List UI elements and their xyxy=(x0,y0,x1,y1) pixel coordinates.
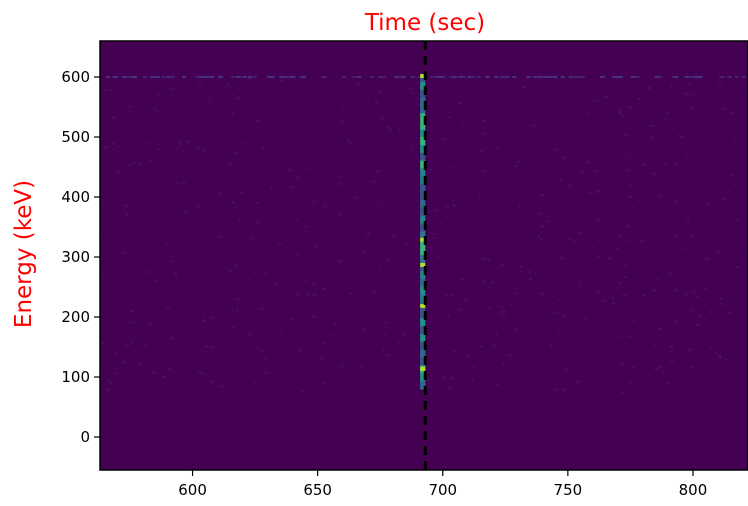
plot-frame xyxy=(99,40,748,471)
y-tick-label: 500 xyxy=(61,128,90,146)
x-tick-label: 750 xyxy=(554,481,583,499)
x-tick-label: 650 xyxy=(303,481,332,499)
background-line-600kev xyxy=(105,76,746,78)
event-streak xyxy=(420,74,426,390)
x-tick-label: 800 xyxy=(679,481,708,499)
x-tick-label: 600 xyxy=(178,481,207,499)
y-tick-label: 100 xyxy=(61,368,90,386)
heatmap-noise xyxy=(100,76,746,396)
chart-title: Time (sec) xyxy=(364,10,485,36)
y-axis-title: Energy (keV) xyxy=(11,180,37,328)
plot-area xyxy=(99,40,748,471)
axis-ticks: 600 650 700 750 800 0 100 200 300 400 500 600 xyxy=(61,68,707,499)
y-tick-label: 600 xyxy=(61,68,90,86)
y-tick-label: 200 xyxy=(61,308,90,326)
y-tick-label: 0 xyxy=(80,428,90,446)
y-tick-label: 400 xyxy=(61,188,90,206)
y-tick-label: 300 xyxy=(61,248,90,266)
x-tick-label: 700 xyxy=(428,481,457,499)
